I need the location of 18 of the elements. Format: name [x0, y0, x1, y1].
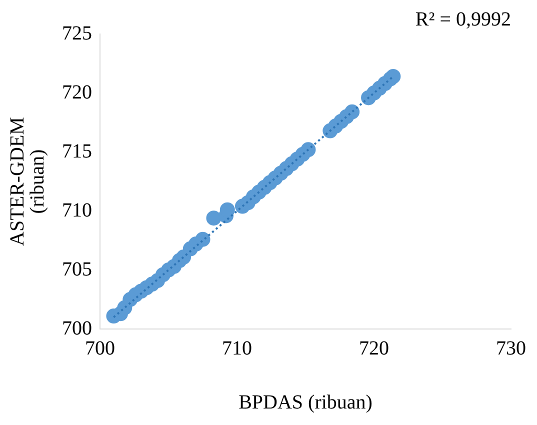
x-tick-label: 730 [496, 337, 526, 360]
y-tick-label: 700 [62, 317, 92, 340]
point [195, 232, 210, 247]
point [344, 104, 360, 120]
y-tick-label: 720 [62, 81, 92, 104]
point [386, 68, 401, 84]
x-axis-title: BPDAS (ribuan) [238, 391, 372, 414]
text: R² = 0,9992 [415, 8, 511, 30]
y-tick-label: 710 [62, 199, 92, 222]
x-tick-label: 700 [85, 337, 115, 360]
x-tick-label: 720 [359, 337, 389, 360]
point [300, 142, 316, 158]
y-tick-label: 715 [62, 140, 92, 162]
x-tick-label: 710 [222, 337, 252, 360]
y-tick-label: 725 [62, 22, 92, 44]
y-tick-label: 705 [62, 258, 92, 280]
point [206, 210, 222, 226]
y-axis-title: ASTER-GDEM (ribuan) [6, 116, 48, 246]
